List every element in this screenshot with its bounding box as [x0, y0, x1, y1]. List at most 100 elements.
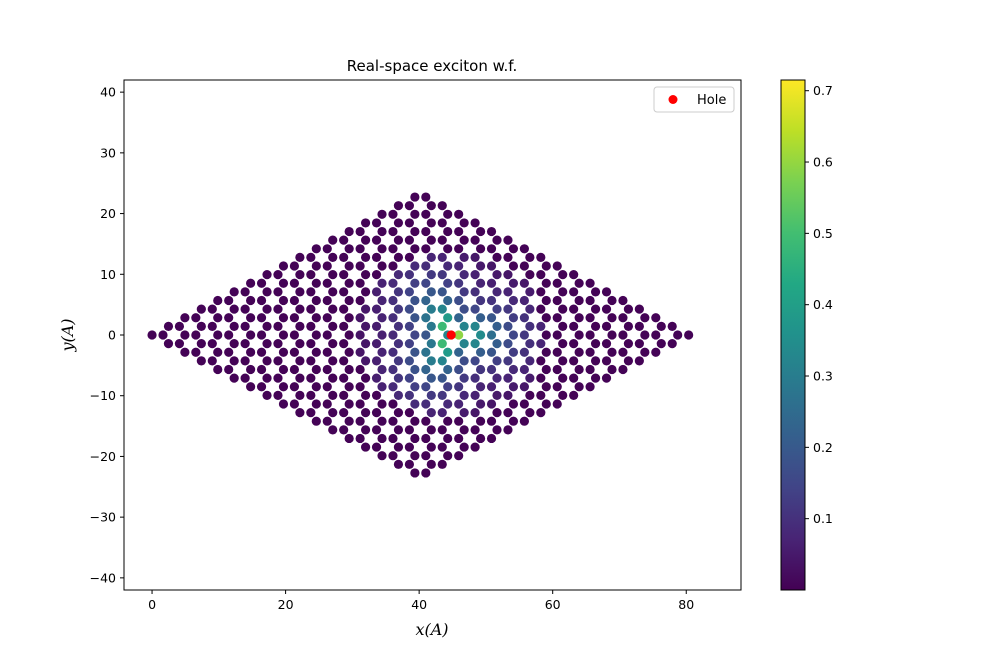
lattice-point: [569, 287, 579, 297]
lattice-point: [437, 390, 447, 400]
lattice-point: [492, 407, 502, 418]
lattice-point: [486, 261, 497, 271]
lattice-point: [360, 407, 371, 418]
lattice-point: [684, 330, 694, 340]
lattice-point: [421, 226, 431, 237]
lattice-point: [273, 339, 283, 349]
lattice-point: [289, 278, 300, 288]
lattice-point: [377, 416, 387, 426]
lattice-point: [623, 304, 634, 314]
lattice-point: [486, 295, 497, 306]
hole-layer: [446, 330, 456, 340]
lattice-point: [404, 373, 414, 383]
lattice-point: [393, 321, 404, 331]
lattice-point: [541, 382, 551, 392]
lattice-point: [388, 261, 398, 271]
lattice-point: [574, 364, 584, 375]
legend-hole-label: Hole: [697, 93, 726, 108]
lattice-point: [569, 321, 579, 331]
lattice-point: [454, 364, 464, 375]
lattice-point: [634, 356, 644, 366]
lattice-point: [486, 382, 497, 392]
lattice-point: [322, 261, 332, 271]
lattice-point: [459, 356, 469, 366]
lattice-point: [585, 364, 595, 375]
lattice-point: [344, 244, 354, 254]
lattice-point: [486, 399, 497, 409]
lattice-point: [443, 416, 453, 426]
lattice-point: [240, 339, 250, 349]
lattice-point: [585, 347, 595, 357]
lattice-point: [339, 356, 349, 366]
lattice-point: [569, 339, 579, 349]
lattice-point: [404, 425, 414, 435]
lattice-point: [426, 287, 436, 297]
lattice-point: [377, 347, 387, 357]
lattice-point: [421, 192, 431, 202]
colorbar-frame: [780, 79, 806, 591]
lattice-point: [437, 442, 447, 452]
lattice-point: [470, 321, 480, 331]
lattice-point: [492, 287, 502, 297]
lattice-point: [541, 364, 551, 375]
lattice-point: [503, 321, 513, 331]
lattice-point: [256, 382, 267, 392]
lattice-point: [410, 433, 420, 444]
lattice-point: [207, 304, 217, 314]
lattice-point: [388, 313, 398, 323]
lattice-point: [410, 295, 420, 306]
lattice-point: [360, 270, 371, 280]
lattice-point: [454, 416, 464, 426]
lattice-point: [410, 226, 420, 237]
lattice-point: [311, 347, 321, 357]
lattice-point: [322, 313, 332, 323]
scatter-points: [147, 192, 694, 478]
lattice-point: [360, 218, 371, 228]
lattice-point: [404, 235, 414, 245]
lattice-point: [393, 252, 404, 263]
lattice-point: [328, 339, 338, 349]
lattice-point: [421, 295, 431, 306]
lattice-point: [574, 330, 584, 340]
y-axis-title: y(A): [58, 318, 77, 352]
lattice-point: [410, 244, 420, 254]
lattice-point: [437, 459, 447, 469]
lattice-point: [328, 270, 338, 280]
lattice-point: [508, 330, 519, 340]
lattice-point: [404, 304, 414, 314]
lattice-point: [443, 382, 453, 392]
lattice-point: [634, 304, 644, 314]
lattice-point: [344, 226, 354, 237]
lattice-point: [525, 339, 535, 349]
y-tick-label: −10: [90, 388, 116, 403]
x-tick-label: 40: [411, 597, 427, 612]
lattice-point: [459, 252, 469, 263]
lattice-point: [623, 339, 634, 349]
lattice-point: [437, 252, 447, 263]
lattice-point: [371, 235, 382, 245]
lattice-point: [475, 364, 486, 375]
lattice-point: [667, 339, 677, 349]
lattice-point: [278, 347, 289, 357]
lattice-point: [470, 339, 480, 349]
lattice-point: [437, 425, 447, 435]
lattice-point: [256, 278, 267, 288]
colorbar-tick-label: 0.1: [813, 511, 833, 526]
lattice-point: [585, 278, 595, 288]
lattice-point: [492, 339, 502, 349]
lattice-point: [180, 330, 190, 340]
lattice-point: [360, 373, 371, 383]
lattice-point: [426, 373, 436, 383]
lattice-point: [344, 278, 354, 288]
lattice-point: [443, 347, 453, 357]
lattice-point: [437, 201, 447, 211]
lattice-point: [651, 330, 661, 340]
lattice-point: [585, 330, 595, 340]
lattice-point: [246, 278, 256, 288]
lattice-point: [508, 364, 519, 375]
lattice-point: [492, 270, 502, 280]
lattice-point: [262, 356, 272, 366]
lattice-point: [475, 330, 486, 340]
lattice-point: [601, 373, 612, 383]
lattice-point: [306, 339, 316, 349]
